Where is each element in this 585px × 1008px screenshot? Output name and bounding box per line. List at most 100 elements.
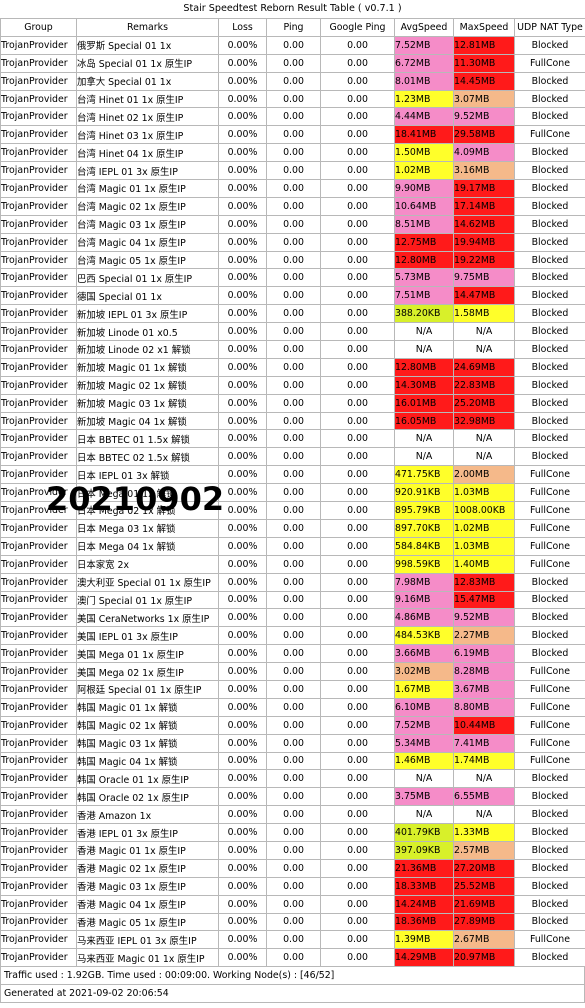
remarks-cell: 澳门 Special 01 1x 原生IP <box>76 590 219 610</box>
column-header-google-ping[interactable]: Google Ping <box>320 18 395 37</box>
remarks-cell: 新加坡 Magic 03 1x 解锁 <box>76 393 219 413</box>
udp-nat-type-cell: Blocked <box>514 644 585 664</box>
ping-cell: 0.00 <box>266 733 321 753</box>
column-header-remarks[interactable]: Remarks <box>76 18 219 37</box>
group-cell: TrojanProvider <box>0 501 77 520</box>
loss-cell: 0.00% <box>218 644 267 664</box>
google-ping-cell: 0.00 <box>320 894 395 914</box>
avg-speed-cell: 18.41MB <box>394 125 454 145</box>
udp-nat-type-cell: Blocked <box>514 572 585 592</box>
remarks-cell: 台湾 Hinet 01 1x 原生IP <box>76 89 219 109</box>
group-cell: TrojanProvider <box>0 840 77 860</box>
google-ping-cell: 0.00 <box>320 715 395 735</box>
udp-nat-type-cell: Blocked <box>514 858 585 878</box>
max-speed-cell: 1.33MB <box>453 823 515 842</box>
table-row: TrojanProvider 台湾 Magic 05 1x 原生IP 0.00% 0.… <box>0 250 585 270</box>
remarks-cell: 美国 IEPL 01 3x 原生IP <box>76 626 219 646</box>
table-row: TrojanProvider 美国 Mega 02 1x 原生IP 0.00% 0.0… <box>0 662 585 681</box>
ping-cell: 0.00 <box>266 930 321 950</box>
max-speed-cell: 19.17MB <box>453 179 515 198</box>
column-header-avg-speed[interactable]: AvgSpeed <box>394 18 454 37</box>
avg-speed-cell: N/A <box>394 805 454 825</box>
google-ping-cell: 0.00 <box>320 662 395 681</box>
avg-speed-cell: 14.24MB <box>394 894 454 914</box>
avg-speed-cell: 9.90MB <box>394 179 454 198</box>
table-row: TrojanProvider 新加坡 IEPL 01 3x 原生IP 0.00% 0.… <box>0 304 585 324</box>
loss-cell: 0.00% <box>218 483 267 503</box>
remarks-cell: 新加坡 IEPL 01 3x 原生IP <box>76 304 219 324</box>
udp-nat-type-cell: Blocked <box>514 340 585 359</box>
ping-cell: 0.00 <box>266 107 321 127</box>
ping-cell: 0.00 <box>266 715 321 735</box>
column-header-ping[interactable]: Ping <box>266 18 321 37</box>
google-ping-cell: 0.00 <box>320 518 395 538</box>
ping-cell: 0.00 <box>266 71 321 91</box>
avg-speed-cell: 1.67MB <box>394 679 454 699</box>
column-header-udp-nat-type[interactable]: UDP NAT Type <box>514 18 585 37</box>
max-speed-cell: 1.02MB <box>453 518 515 538</box>
ping-cell: 0.00 <box>266 465 321 485</box>
google-ping-cell: 0.00 <box>320 214 395 234</box>
table-row: TrojanProvider 巴西 Special 01 1x 原生IP 0.00%… <box>0 268 585 288</box>
avg-speed-cell: 6.72MB <box>394 53 454 73</box>
max-speed-cell: 1.03MB <box>453 536 515 556</box>
max-speed-cell: 8.80MB <box>453 697 515 717</box>
ping-cell: 0.00 <box>266 644 321 664</box>
max-speed-cell: 9.52MB <box>453 608 515 628</box>
group-cell: TrojanProvider <box>0 161 77 181</box>
google-ping-cell: 0.00 <box>320 107 395 127</box>
google-ping-cell: 0.00 <box>320 357 395 377</box>
max-speed-cell: 9.52MB <box>453 107 515 127</box>
udp-nat-type-cell: Blocked <box>514 769 585 789</box>
google-ping-cell: 0.00 <box>320 179 395 198</box>
traffic-summary: Traffic used : 1.92GB. Time used : 00:09… <box>0 967 585 986</box>
group-cell: TrojanProvider <box>0 948 77 968</box>
remarks-cell: 新加坡 Magic 02 1x 解锁 <box>76 375 219 395</box>
udp-nat-type-cell: Blocked <box>514 143 585 163</box>
avg-speed-cell: 16.01MB <box>394 393 454 413</box>
google-ping-cell: 0.00 <box>320 143 395 163</box>
loss-cell: 0.00% <box>218 662 267 681</box>
udp-nat-type-cell: Blocked <box>514 393 585 413</box>
udp-nat-type-cell: Blocked <box>514 626 585 646</box>
remarks-cell: 韩国 Magic 02 1x 解锁 <box>76 715 219 735</box>
group-cell: TrojanProvider <box>0 375 77 395</box>
group-cell: TrojanProvider <box>0 590 77 610</box>
max-speed-cell: 1.58MB <box>453 304 515 324</box>
google-ping-cell: 0.00 <box>320 196 395 216</box>
avg-speed-cell: 471.75KB <box>394 465 454 485</box>
avg-speed-cell: 584.84KB <box>394 536 454 556</box>
udp-nat-type-cell: Blocked <box>514 429 585 449</box>
loss-cell: 0.00% <box>218 823 267 842</box>
google-ping-cell: 0.00 <box>320 232 395 252</box>
remarks-cell: 香港 Magic 01 1x 原生IP <box>76 840 219 860</box>
udp-nat-type-cell: Blocked <box>514 232 585 252</box>
avg-speed-cell: 4.86MB <box>394 608 454 628</box>
group-cell: TrojanProvider <box>0 769 77 789</box>
loss-cell: 0.00% <box>218 715 267 735</box>
remarks-cell: 香港 Amazon 1x <box>76 805 219 825</box>
group-cell: TrojanProvider <box>0 340 77 359</box>
max-speed-cell: 19.94MB <box>453 232 515 252</box>
column-header-loss[interactable]: Loss <box>218 18 267 37</box>
max-speed-cell: 12.81MB <box>453 35 515 55</box>
google-ping-cell: 0.00 <box>320 465 395 485</box>
avg-speed-cell: 21.36MB <box>394 858 454 878</box>
max-speed-cell: 11.30MB <box>453 53 515 73</box>
google-ping-cell: 0.00 <box>320 840 395 860</box>
column-header-group[interactable]: Group <box>0 18 77 37</box>
loss-cell: 0.00% <box>218 71 267 91</box>
table-row: TrojanProvider 加拿大 Special 01 1x 0.00% 0.00… <box>0 71 585 91</box>
loss-cell: 0.00% <box>218 518 267 538</box>
max-speed-cell: 14.47MB <box>453 286 515 306</box>
column-header-max-speed[interactable]: MaxSpeed <box>453 18 515 37</box>
table-row: TrojanProvider 日本 Mega 03 1x 解锁 0.00% 0.00 0… <box>0 518 585 538</box>
table-row: TrojanProvider 台湾 Hinet 01 1x 原生IP 0.00% 0.… <box>0 89 585 109</box>
max-speed-cell: N/A <box>453 429 515 449</box>
udp-nat-type-cell: Blocked <box>514 375 585 395</box>
google-ping-cell: 0.00 <box>320 35 395 55</box>
loss-cell: 0.00% <box>218 161 267 181</box>
remarks-cell: 马来西亚 IEPL 01 3x 原生IP <box>76 930 219 950</box>
table-row: TrojanProvider 马来西亚 Magic 01 1x 原生IP 0.00%… <box>0 948 585 968</box>
avg-speed-cell: 920.91KB <box>394 483 454 503</box>
